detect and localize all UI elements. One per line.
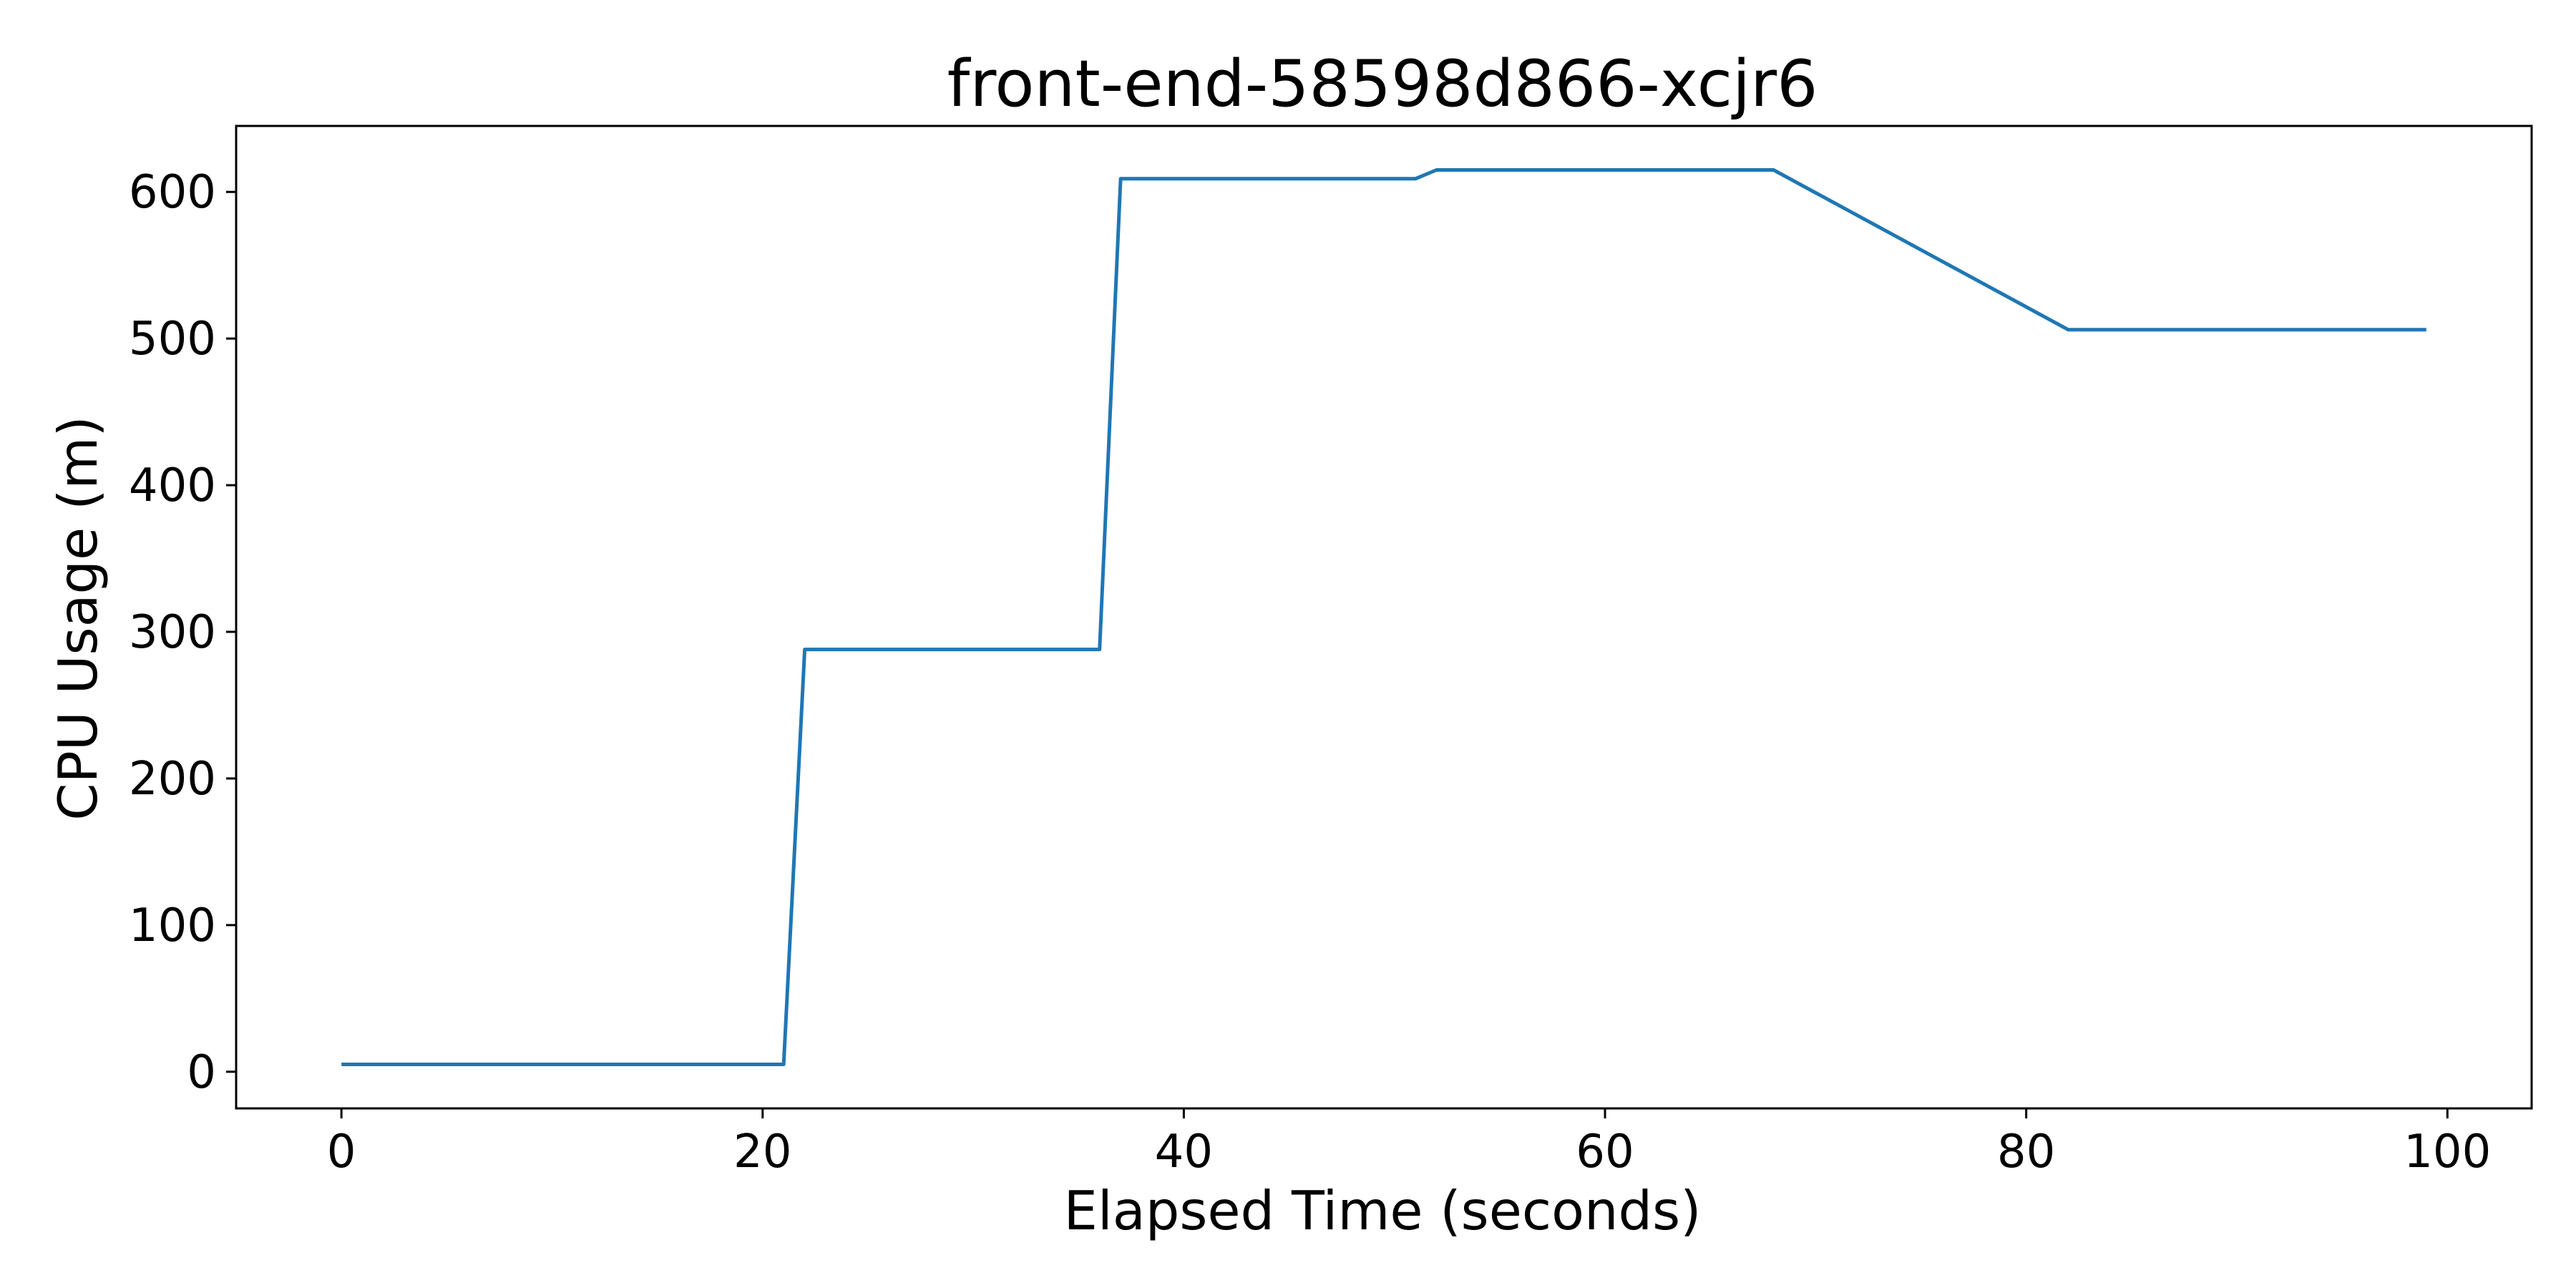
series-line-0 bbox=[341, 168, 2426, 1066]
x-axis-label: Elapsed Time (seconds) bbox=[1064, 1179, 1702, 1242]
y-tick-label: 400 bbox=[129, 459, 216, 512]
y-tick-label: 100 bbox=[129, 899, 216, 952]
y-tick-label: 0 bbox=[187, 1046, 216, 1099]
chart-title: front-end-58598d866-xcjr6 bbox=[947, 47, 1818, 122]
y-tick-label: 200 bbox=[129, 753, 216, 806]
plot-area-frame bbox=[235, 125, 2533, 1110]
y-tick-label: 300 bbox=[129, 606, 216, 659]
x-tick-label: 0 bbox=[327, 1126, 356, 1179]
y-tick-label: 600 bbox=[129, 166, 216, 219]
plot-series bbox=[341, 168, 2426, 1066]
x-axis-ticks: 0 20 40 60 80 100 bbox=[327, 1108, 2491, 1179]
x-tick-label: 40 bbox=[1155, 1126, 1213, 1179]
y-tick-label: 500 bbox=[129, 313, 216, 366]
y-axis-label: CPU Usage (m) bbox=[47, 416, 109, 820]
y-axis-ticks: 0 100 200 300 400 500 600 bbox=[129, 166, 236, 1099]
x-tick-label: 100 bbox=[2404, 1126, 2491, 1179]
x-tick-label: 20 bbox=[733, 1126, 791, 1179]
x-tick-label: 80 bbox=[1997, 1126, 2055, 1179]
x-tick-label: 60 bbox=[1576, 1126, 1634, 1179]
